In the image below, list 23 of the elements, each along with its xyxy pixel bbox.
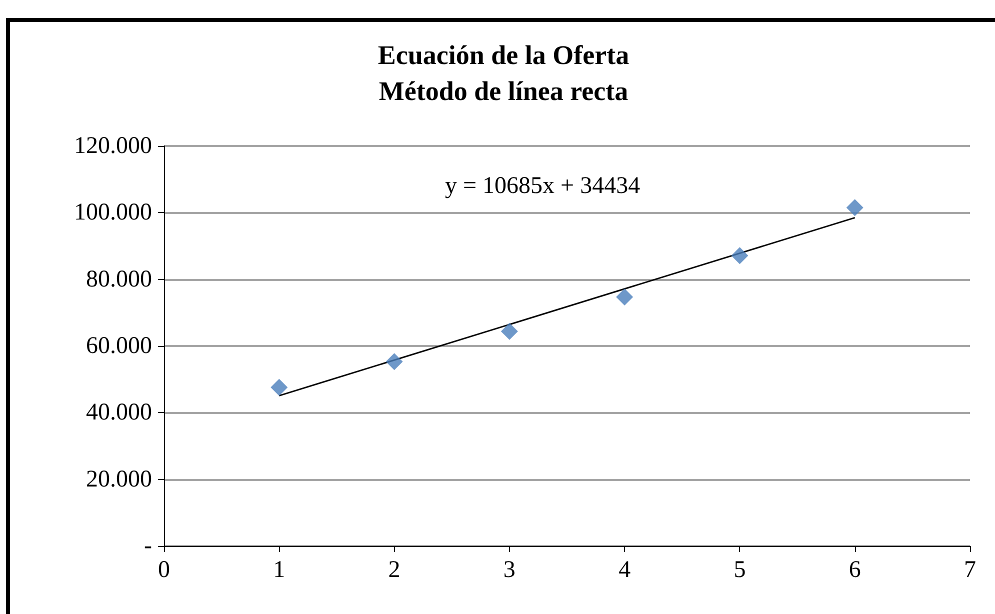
y-tick-label: - [144, 533, 152, 559]
point [270, 378, 288, 396]
x-tick-label: 4 [618, 557, 631, 583]
point [731, 247, 748, 264]
x-tick-label: 2 [388, 557, 400, 583]
y-tick-label: 120.000 [74, 133, 152, 159]
x-tick-label: 0 [158, 557, 170, 583]
y-tick-label: 100.000 [74, 200, 152, 226]
point [616, 288, 634, 306]
x-tick-label: 5 [734, 557, 746, 583]
chart-title: Ecuación de la Oferta Método de línea recta [378, 40, 630, 106]
y-tick-label: 20.000 [86, 466, 152, 492]
y-tick-label: 40.000 [86, 400, 152, 426]
x-tick-label: 7 [964, 557, 976, 583]
annotation: y = 10685x + 34434 [445, 173, 640, 199]
point [386, 353, 403, 370]
x-tick-label: 6 [848, 557, 861, 583]
point [846, 199, 864, 216]
x-tick-label: 3 [503, 557, 516, 583]
x-tick-label: 1 [273, 557, 286, 583]
y-tick-label: 80.000 [86, 266, 152, 292]
y-tick-label: 60.000 [86, 333, 152, 359]
point [500, 322, 518, 340]
